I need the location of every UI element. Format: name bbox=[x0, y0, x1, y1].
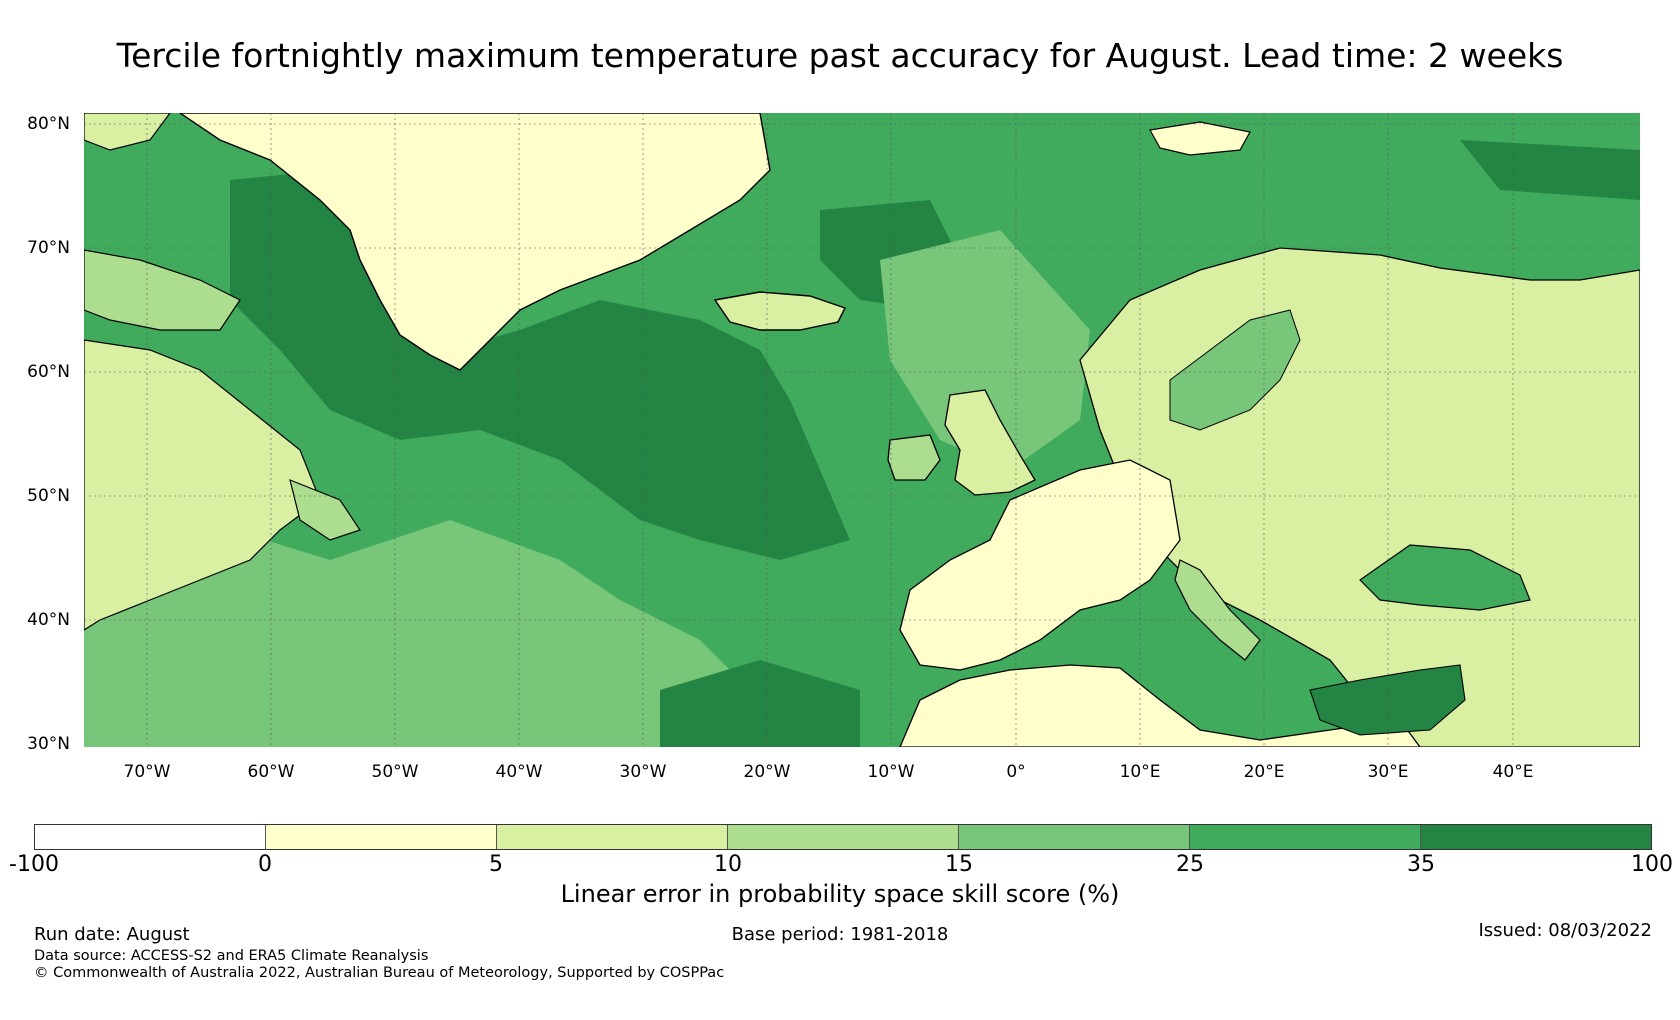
lon-label-40e: 40°E bbox=[1492, 762, 1534, 782]
lon-label-10e: 10°E bbox=[1119, 762, 1161, 782]
colorbar-segment bbox=[496, 825, 727, 849]
lon-label-20w: 20°W bbox=[743, 762, 791, 782]
data-source: Data source: ACCESS-S2 and ERA5 Climate … bbox=[34, 948, 429, 964]
skill-zone-mid-atlantic bbox=[84, 520, 760, 747]
svalbard bbox=[1149, 121, 1251, 156]
lat-label-80n: 80°N bbox=[27, 114, 70, 134]
eastern-mediterranean bbox=[1309, 664, 1466, 736]
skill-zone-barents bbox=[1460, 140, 1640, 200]
colorbar-tick: -100 bbox=[9, 852, 59, 877]
colorbar-tick: 5 bbox=[489, 852, 503, 877]
gridlines bbox=[84, 113, 1640, 747]
chart-title: Tercile fortnightly maximum temperature … bbox=[116, 36, 1564, 75]
skill-zone-subtropical-high bbox=[660, 660, 860, 747]
colorbar-tick: 100 bbox=[1631, 852, 1673, 877]
greenland-landmass bbox=[178, 113, 771, 371]
canadian-arctic-land bbox=[84, 113, 171, 151]
lon-label-30w: 30°W bbox=[619, 762, 667, 782]
lon-label-50w: 50°W bbox=[371, 762, 419, 782]
skill-zone-north-sea bbox=[880, 230, 1090, 470]
issued-date: Issued: 08/03/2022 bbox=[1478, 920, 1652, 941]
newfoundland bbox=[289, 479, 361, 541]
colorbar bbox=[34, 824, 1652, 850]
black-sea bbox=[1359, 544, 1531, 611]
colorbar-tick: 0 bbox=[258, 852, 272, 877]
lon-label-70w: 70°W bbox=[123, 762, 171, 782]
lon-label-60w: 60°W bbox=[247, 762, 295, 782]
colorbar-segment bbox=[265, 825, 496, 849]
lat-label-60n: 60°N bbox=[27, 362, 70, 382]
lon-label-30e: 30°E bbox=[1367, 762, 1409, 782]
lat-label-50n: 50°N bbox=[27, 486, 70, 506]
colorbar-tick: 10 bbox=[714, 852, 742, 877]
lat-label-30n: 30°N bbox=[27, 734, 70, 754]
colorbar-tick: 25 bbox=[1176, 852, 1204, 877]
colorbar-tick: 35 bbox=[1407, 852, 1435, 877]
colorbar-segment bbox=[727, 825, 958, 849]
colorbar-segment bbox=[1189, 825, 1420, 849]
colorbar-segment bbox=[1420, 825, 1651, 849]
lon-label-0: 0° bbox=[1006, 762, 1026, 782]
great-britain bbox=[944, 389, 1036, 496]
western-europe bbox=[899, 459, 1181, 671]
baltic-sea bbox=[1169, 309, 1301, 431]
copyright: © Commonwealth of Australia 2022, Austra… bbox=[34, 965, 725, 981]
italy bbox=[1174, 559, 1261, 661]
skill-map bbox=[84, 113, 1640, 747]
lon-label-40w: 40°W bbox=[495, 762, 543, 782]
lat-label-70n: 70°N bbox=[27, 238, 70, 258]
baffin-island bbox=[84, 249, 241, 331]
iceland bbox=[713, 291, 846, 331]
base-period: Base period: 1981-2018 bbox=[731, 924, 949, 945]
lon-label-20e: 20°E bbox=[1243, 762, 1285, 782]
colorbar-segment bbox=[35, 825, 265, 849]
ireland bbox=[887, 434, 941, 481]
lat-label-40n: 40°N bbox=[27, 610, 70, 630]
colorbar-segment bbox=[958, 825, 1189, 849]
run-date: Run date: August bbox=[34, 924, 190, 945]
colorbar-tick: 15 bbox=[945, 852, 973, 877]
lon-label-10w: 10°W bbox=[867, 762, 915, 782]
colorbar-label: Linear error in probability space skill … bbox=[560, 880, 1120, 908]
